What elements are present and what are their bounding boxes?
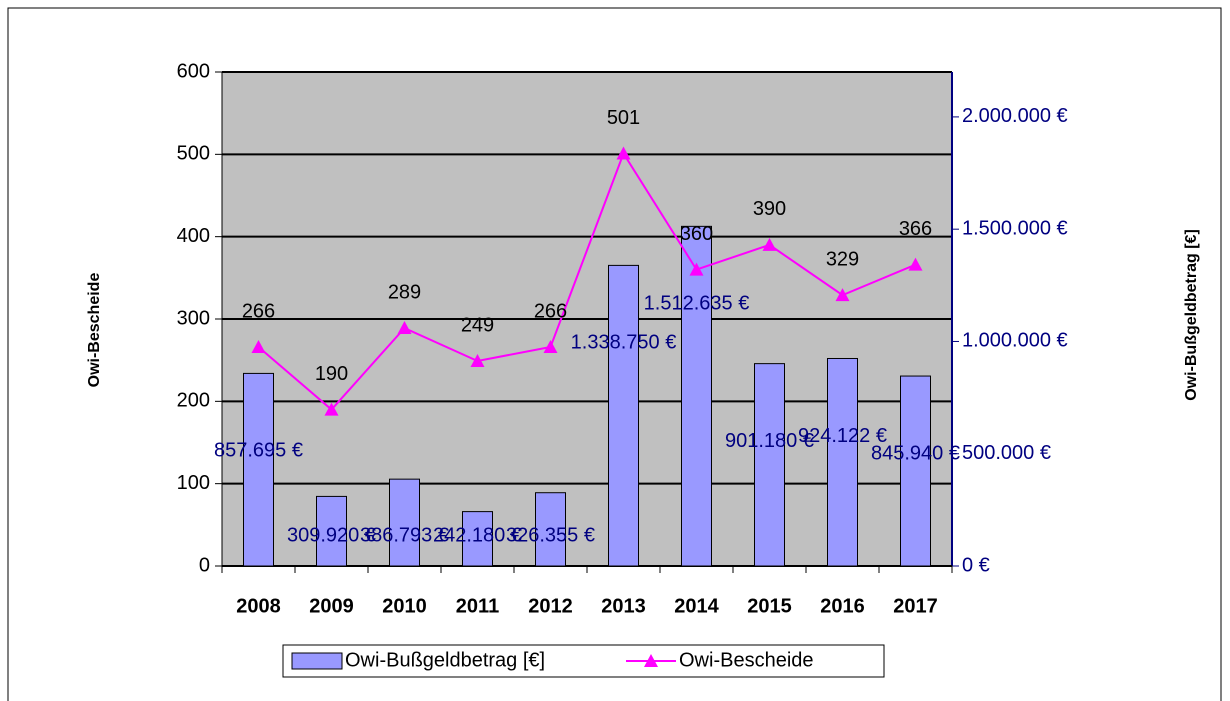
line-marker: [397, 321, 412, 335]
x-tick-label: 2011: [456, 595, 499, 617]
bar: [243, 372, 274, 567]
legend-swatch: [291, 652, 343, 670]
legend-label: Owi-Bußgeldbetrag [€]: [345, 649, 545, 671]
y-tick-label: 200: [177, 390, 210, 412]
bar: [389, 478, 420, 567]
line-marker: [470, 353, 485, 367]
y2-tick-label: 2.000.000 €: [962, 105, 1068, 127]
line-value-label: 266: [534, 300, 567, 322]
x-tick-label: 2013: [601, 595, 646, 617]
y2-tick-label: 500.000 €: [962, 442, 1051, 464]
legend-label: Owi-Bescheide: [679, 649, 814, 671]
line-marker: [762, 237, 777, 251]
y-axis-label: Owi-Bescheide: [86, 273, 103, 388]
y-tick-label: 500: [177, 143, 210, 165]
x-tick-label: 2016: [820, 595, 865, 617]
y2-tick-label: 1.500.000 €: [962, 217, 1068, 239]
x-tick-label: 2008: [236, 595, 281, 617]
line-value-label: 249: [461, 314, 494, 336]
bar-value-label: 924.122 €: [798, 425, 887, 447]
legend-box: [282, 644, 885, 678]
bar-value-label: 857.695 €: [214, 440, 303, 462]
bar-value-label: 901.180 €: [725, 430, 814, 452]
y-tick-label: 600: [177, 60, 210, 82]
bar-value-label: 386.793 €: [360, 524, 449, 546]
line-value-label: 390: [753, 198, 786, 220]
y-tick-label: 100: [177, 472, 210, 494]
line-marker: [324, 402, 339, 416]
line-value-label: 266: [242, 300, 275, 322]
bar-value-label: 242.180 €: [433, 524, 522, 546]
y-tick-label: 0: [199, 554, 210, 576]
bar: [900, 375, 931, 567]
line-marker: [616, 146, 631, 160]
line-value-label: 360: [680, 223, 713, 245]
y2-tick-label: 1.000.000 €: [962, 330, 1068, 352]
bar-value-label: 326.355 €: [506, 524, 595, 546]
bar: [462, 511, 493, 567]
bar: [535, 492, 566, 567]
x-tick-label: 2012: [528, 595, 573, 617]
y-tick-label: 400: [177, 225, 210, 247]
x-tick-label: 2009: [309, 595, 354, 617]
line-value-label: 366: [899, 218, 932, 240]
line-marker: [251, 339, 266, 353]
x-tick-label: 2010: [382, 595, 427, 617]
bar: [608, 264, 639, 567]
y-tick-label: 300: [177, 307, 210, 329]
x-tick-label: 2017: [893, 595, 938, 617]
line-marker: [543, 339, 558, 353]
line: [257, 151, 916, 411]
bar: [681, 225, 712, 567]
line-value-label: 289: [388, 281, 421, 303]
x-tick-label: 2015: [747, 595, 792, 617]
line-marker: [835, 288, 850, 302]
y2-axis-label: Owi-Bußgeldbetrag [€]: [1183, 229, 1200, 401]
bar: [754, 363, 785, 567]
line-value-label: 329: [826, 248, 859, 270]
bar-value-label: 1.512.635 €: [644, 293, 750, 315]
bar-value-label: 845.940 €: [871, 442, 960, 464]
bar: [316, 495, 347, 567]
bar-value-label: 309.920 €: [287, 524, 376, 546]
y2-tick-label: 0 €: [962, 554, 990, 576]
line-value-label: 190: [315, 363, 348, 385]
line-value-label: 501: [607, 107, 640, 129]
x-tick-label: 2014: [674, 595, 719, 617]
bar: [827, 357, 858, 567]
legend-marker: [644, 654, 658, 667]
line-marker: [689, 262, 704, 276]
line-marker: [908, 257, 923, 271]
bar-value-label: 1.338.750 €: [571, 332, 677, 354]
